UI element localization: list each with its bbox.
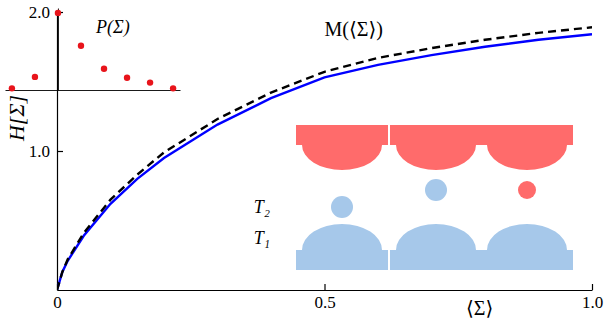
tick-label: 2.0 [29,3,50,22]
axis-line [6,90,181,91]
tick-label: 0 [53,293,62,312]
tick-mark [324,284,325,290]
tick: 0.5 [314,284,335,312]
tick: 1.0 [29,142,63,161]
annotation: T₁ [254,228,270,248]
tick-label: 1.0 [582,293,603,312]
x-axis-title: ⟨Σ⟩ [466,297,493,319]
plot-area [57,27,592,290]
inset-point [55,10,61,16]
cold-reservoir [296,224,388,270]
y-axis-title: H[Σ] [4,95,29,142]
inset-x-axis [6,90,181,91]
inset-title: P(Σ) [95,17,130,38]
inset-point [32,74,38,80]
series-label: M(⟨Σ⟩) [325,18,383,41]
inset-point [170,85,176,91]
x-axis: 0 0.5 1.0 [53,284,603,312]
hot-reservoir [390,125,482,170]
tick-mark [57,151,63,152]
tick-mark [592,284,593,290]
quantum-dot [518,181,536,199]
schematic [296,125,573,270]
y-axis: 1.0 2.0 [29,3,63,291]
axis-line [58,290,593,291]
hot-reservoir [481,125,573,170]
hot-reservoir [296,125,388,170]
chart-svg: 0 0.5 1.0 1.0 2.0 M(⟨Σ⟩) ⟨Σ⟩ H[Σ] T₂ T₁ P(Σ) [0,0,609,329]
inset-point [147,79,153,85]
series-line [57,27,592,290]
chart-container: 0 0.5 1.0 1.0 2.0 M(⟨Σ⟩) ⟨Σ⟩ H[Σ] T₂ T₁ P(Σ) [0,0,609,329]
annotation: T₂ [254,197,270,217]
cold-reservoir [390,224,482,270]
cold-reservoir [481,224,573,270]
tick-label: 0.5 [314,293,335,312]
inset-point [124,75,130,81]
inset-point [9,85,15,91]
axis-line [58,9,59,91]
inset-point [101,65,107,71]
inset-plot-area [9,10,177,92]
inset-y-axis [58,9,59,91]
inset-point [78,43,84,49]
quantum-dot [425,179,447,201]
tick: 2.0 [29,3,63,22]
quantum-dot [331,196,353,218]
tick-label: 1.0 [29,142,50,161]
tick: 1.0 [582,284,603,312]
